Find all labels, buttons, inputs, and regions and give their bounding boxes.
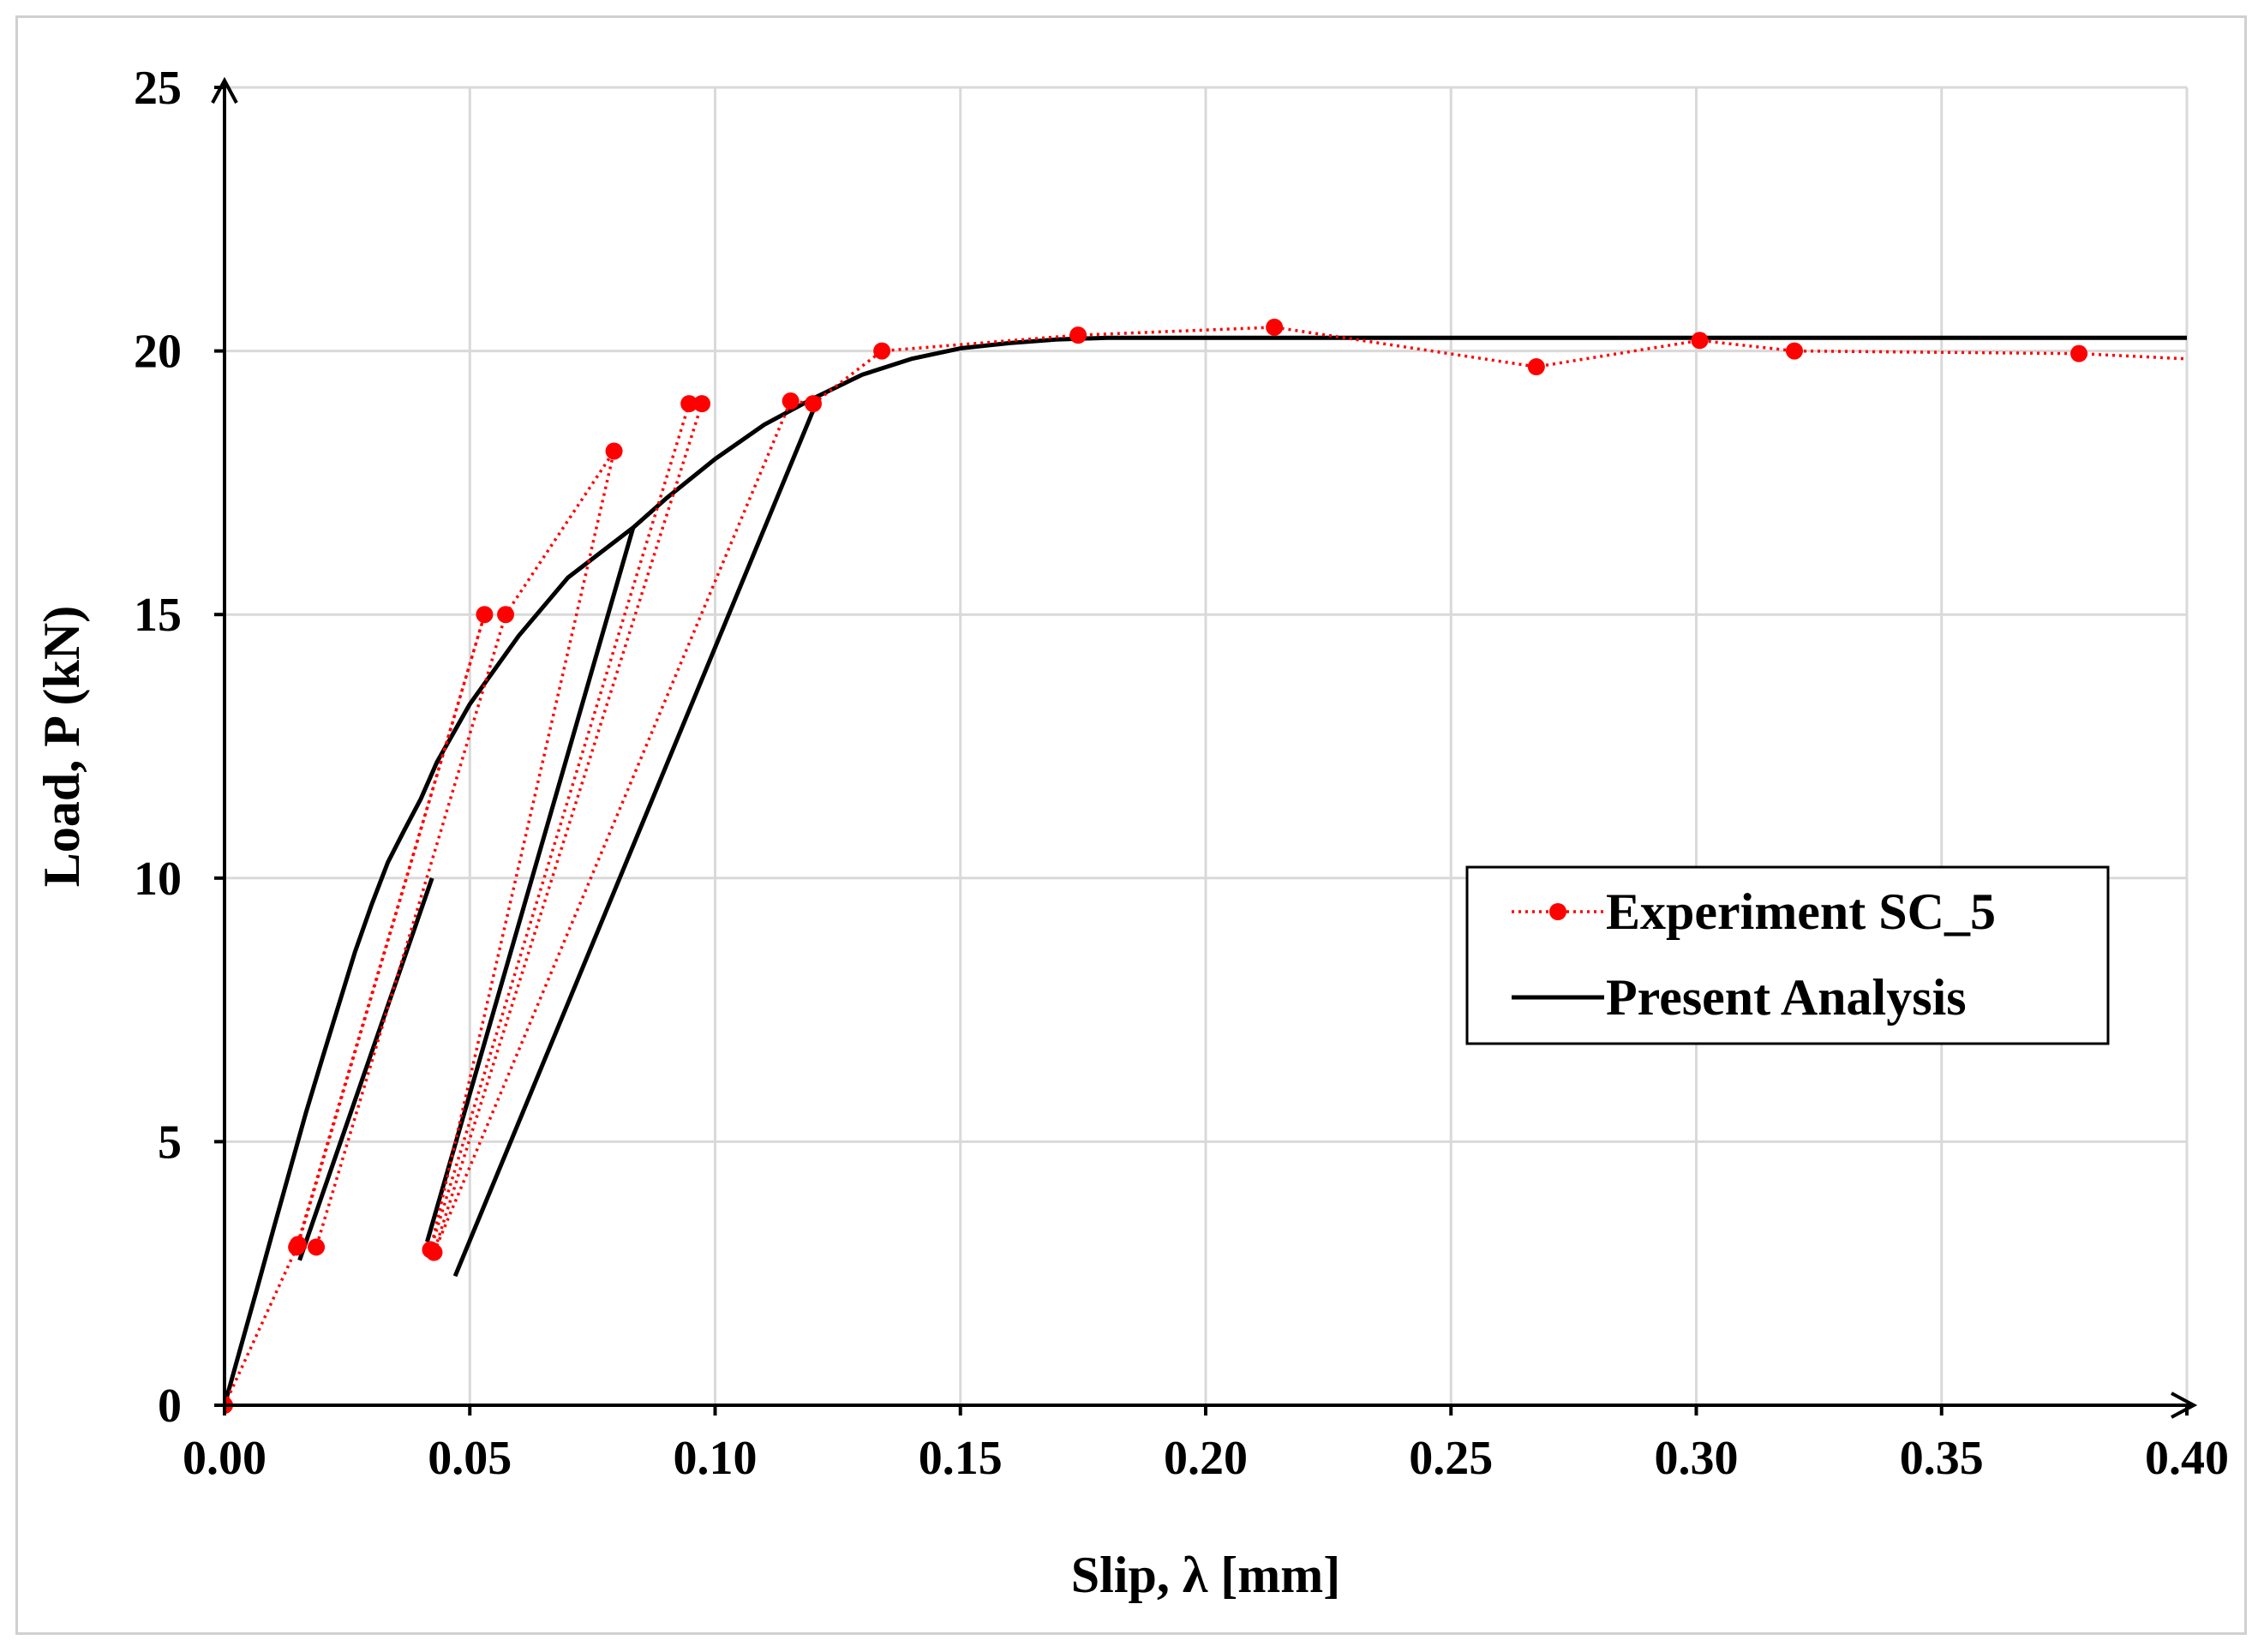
y-tick-label: 15 — [134, 589, 182, 642]
experiment-point — [1691, 332, 1709, 350]
y-axis-arrow — [211, 76, 238, 104]
x-tick-label: 0.25 — [1409, 1432, 1493, 1485]
x-axis-arrow — [2171, 1392, 2198, 1419]
experiment-point — [288, 1238, 306, 1256]
experiment-point — [2070, 344, 2088, 362]
experiment-point — [1786, 342, 1803, 360]
analysis-unloading-line — [452, 398, 821, 1278]
x-tick-label: 0.05 — [428, 1432, 512, 1485]
x-tick-label: 0.40 — [2145, 1432, 2229, 1485]
experiment-point — [805, 395, 822, 413]
legend: Experiment SC_5 Present Analysis — [1465, 865, 2110, 1045]
gridlines — [225, 86, 2189, 1405]
legend-analysis-label: Present Analysis — [1606, 969, 1967, 1026]
experiment-point — [693, 395, 711, 413]
y-tick-label: 20 — [134, 326, 182, 379]
experiment-point — [680, 395, 698, 413]
axes — [211, 76, 2198, 1419]
y-tick-label: 10 — [134, 853, 182, 906]
x-axis-title: Slip, λ [mm] — [1071, 1547, 1340, 1603]
x-tick-label: 0.10 — [674, 1432, 758, 1485]
series-layer — [225, 318, 2187, 1414]
legend-experiment-marker — [1549, 903, 1566, 920]
x-tick-label: 0.15 — [919, 1432, 1003, 1485]
y-tick-label: 5 — [158, 1116, 182, 1169]
experiment-point — [497, 606, 515, 624]
analysis-curve — [225, 335, 2187, 1406]
experiment-point — [1266, 318, 1284, 336]
x-tick-label: 0.20 — [1164, 1432, 1248, 1485]
x-tick-label: 0.00 — [183, 1432, 267, 1485]
analysis-unloading-line — [425, 526, 636, 1242]
experiment-point — [425, 1243, 443, 1261]
y-axis-title: Load, P (kN) — [33, 606, 90, 887]
experiment-point — [605, 442, 623, 460]
experiment-point — [308, 1238, 326, 1256]
chart-frame — [15, 15, 2247, 1635]
experiment-point — [1527, 358, 1545, 376]
legend-experiment-label: Experiment SC_5 — [1606, 883, 1996, 940]
tick-labels: 0.00 0.05 0.10 0.15 0.20 0.25 0.30 0.35 0.40 0 5 10… — [134, 62, 2229, 1485]
experiment-point — [1069, 326, 1087, 344]
legend-box — [1465, 865, 2110, 1045]
x-tick-label: 0.35 — [1900, 1432, 1984, 1485]
analysis-unloading-line — [297, 877, 434, 1261]
experiment-point — [476, 606, 494, 624]
x-tick-label: 0.30 — [1655, 1432, 1739, 1485]
y-tick-label: 25 — [134, 62, 182, 115]
experiment-point — [782, 392, 800, 410]
y-tick-label: 0 — [158, 1380, 182, 1433]
experiment-point — [873, 342, 891, 360]
